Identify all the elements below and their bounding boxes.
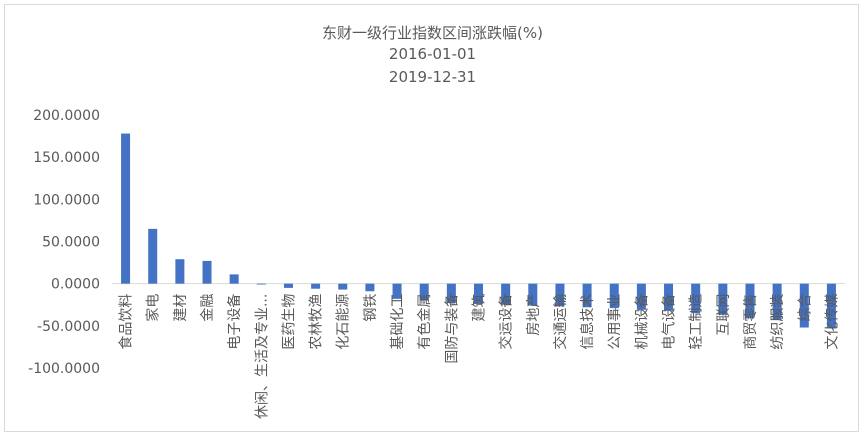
- x-category-label: 信息技术: [579, 294, 596, 350]
- x-category-label: 文化传媒: [824, 294, 840, 350]
- x-category-label: 建材: [173, 294, 189, 322]
- y-tick-label: 100.0000: [33, 192, 100, 208]
- bar: [555, 283, 565, 307]
- y-tick-label: 150.0000: [33, 150, 100, 166]
- x-category-label: 房地产: [526, 294, 542, 336]
- x-category-label: 国防与装备: [443, 294, 460, 364]
- x-category-label: 农林牧渔: [309, 294, 325, 350]
- y-tick-label: 50.0000: [42, 235, 100, 251]
- x-category-label: 商贸零售: [743, 294, 759, 350]
- x-category-label: 互联网: [716, 294, 732, 336]
- bar: [609, 283, 619, 309]
- bar: [419, 283, 429, 301]
- x-category-label: 交运设备: [498, 294, 515, 350]
- x-category-label: 金融: [200, 294, 216, 322]
- x-category-label: 公用事业: [607, 294, 623, 350]
- bar: [664, 283, 674, 311]
- x-category-label: 医药生物: [281, 294, 297, 350]
- y-tick-label: 200.0000: [33, 108, 100, 124]
- bar: [311, 283, 321, 289]
- x-category-label: 电子设备: [226, 294, 243, 350]
- x-category-label: 钢铁: [363, 294, 379, 322]
- x-category-label: 交通运输: [552, 294, 569, 350]
- bar: [826, 283, 836, 329]
- bar: [121, 133, 131, 284]
- bar: [745, 283, 755, 319]
- bar: [636, 283, 646, 310]
- x-category-label: 综合: [797, 294, 813, 322]
- x-category-label: 食品饮料: [118, 294, 135, 350]
- bar: [772, 283, 782, 320]
- bar: [229, 274, 239, 284]
- bar: [799, 283, 809, 328]
- bar: [283, 283, 293, 288]
- bar: [148, 228, 158, 284]
- x-category-label: 建筑: [472, 294, 488, 322]
- chart-subtitle-start: 2016-01-01: [388, 45, 477, 63]
- x-category-label: 电气设备: [661, 294, 678, 350]
- bar: [501, 283, 511, 305]
- x-category-label: 休闲、生活及专业...: [254, 294, 270, 419]
- bar: [528, 283, 538, 306]
- bar: [691, 283, 701, 314]
- bar: [338, 283, 348, 290]
- bar: [582, 283, 592, 308]
- bar: [202, 260, 212, 284]
- x-category-label: 家电: [145, 294, 162, 322]
- x-category-label: 轻工制造: [689, 294, 705, 350]
- x-category-label: 纺织服装: [770, 294, 786, 350]
- x-category-label: 有色金属: [416, 294, 433, 350]
- bar: [256, 283, 266, 285]
- bar: [446, 283, 456, 304]
- x-category-label: 基础化工: [389, 294, 406, 350]
- x-category-label: 化石能源: [336, 294, 352, 350]
- bar: [718, 283, 728, 315]
- x-category-label: 机械设备: [633, 294, 650, 350]
- y-tick-label: 0.0000: [51, 277, 100, 293]
- y-tick-label: -100.0000: [28, 361, 100, 377]
- bar: [392, 283, 402, 299]
- chart-title: 东财一级行业指数区间涨跌幅(%): [322, 24, 543, 42]
- bar: [175, 259, 185, 284]
- y-tick-label: -50.0000: [37, 319, 100, 335]
- bar: [474, 283, 483, 304]
- bar: [365, 283, 375, 292]
- chart-subtitle-end: 2019-12-31: [388, 68, 477, 86]
- chart-frame: [4, 4, 859, 432]
